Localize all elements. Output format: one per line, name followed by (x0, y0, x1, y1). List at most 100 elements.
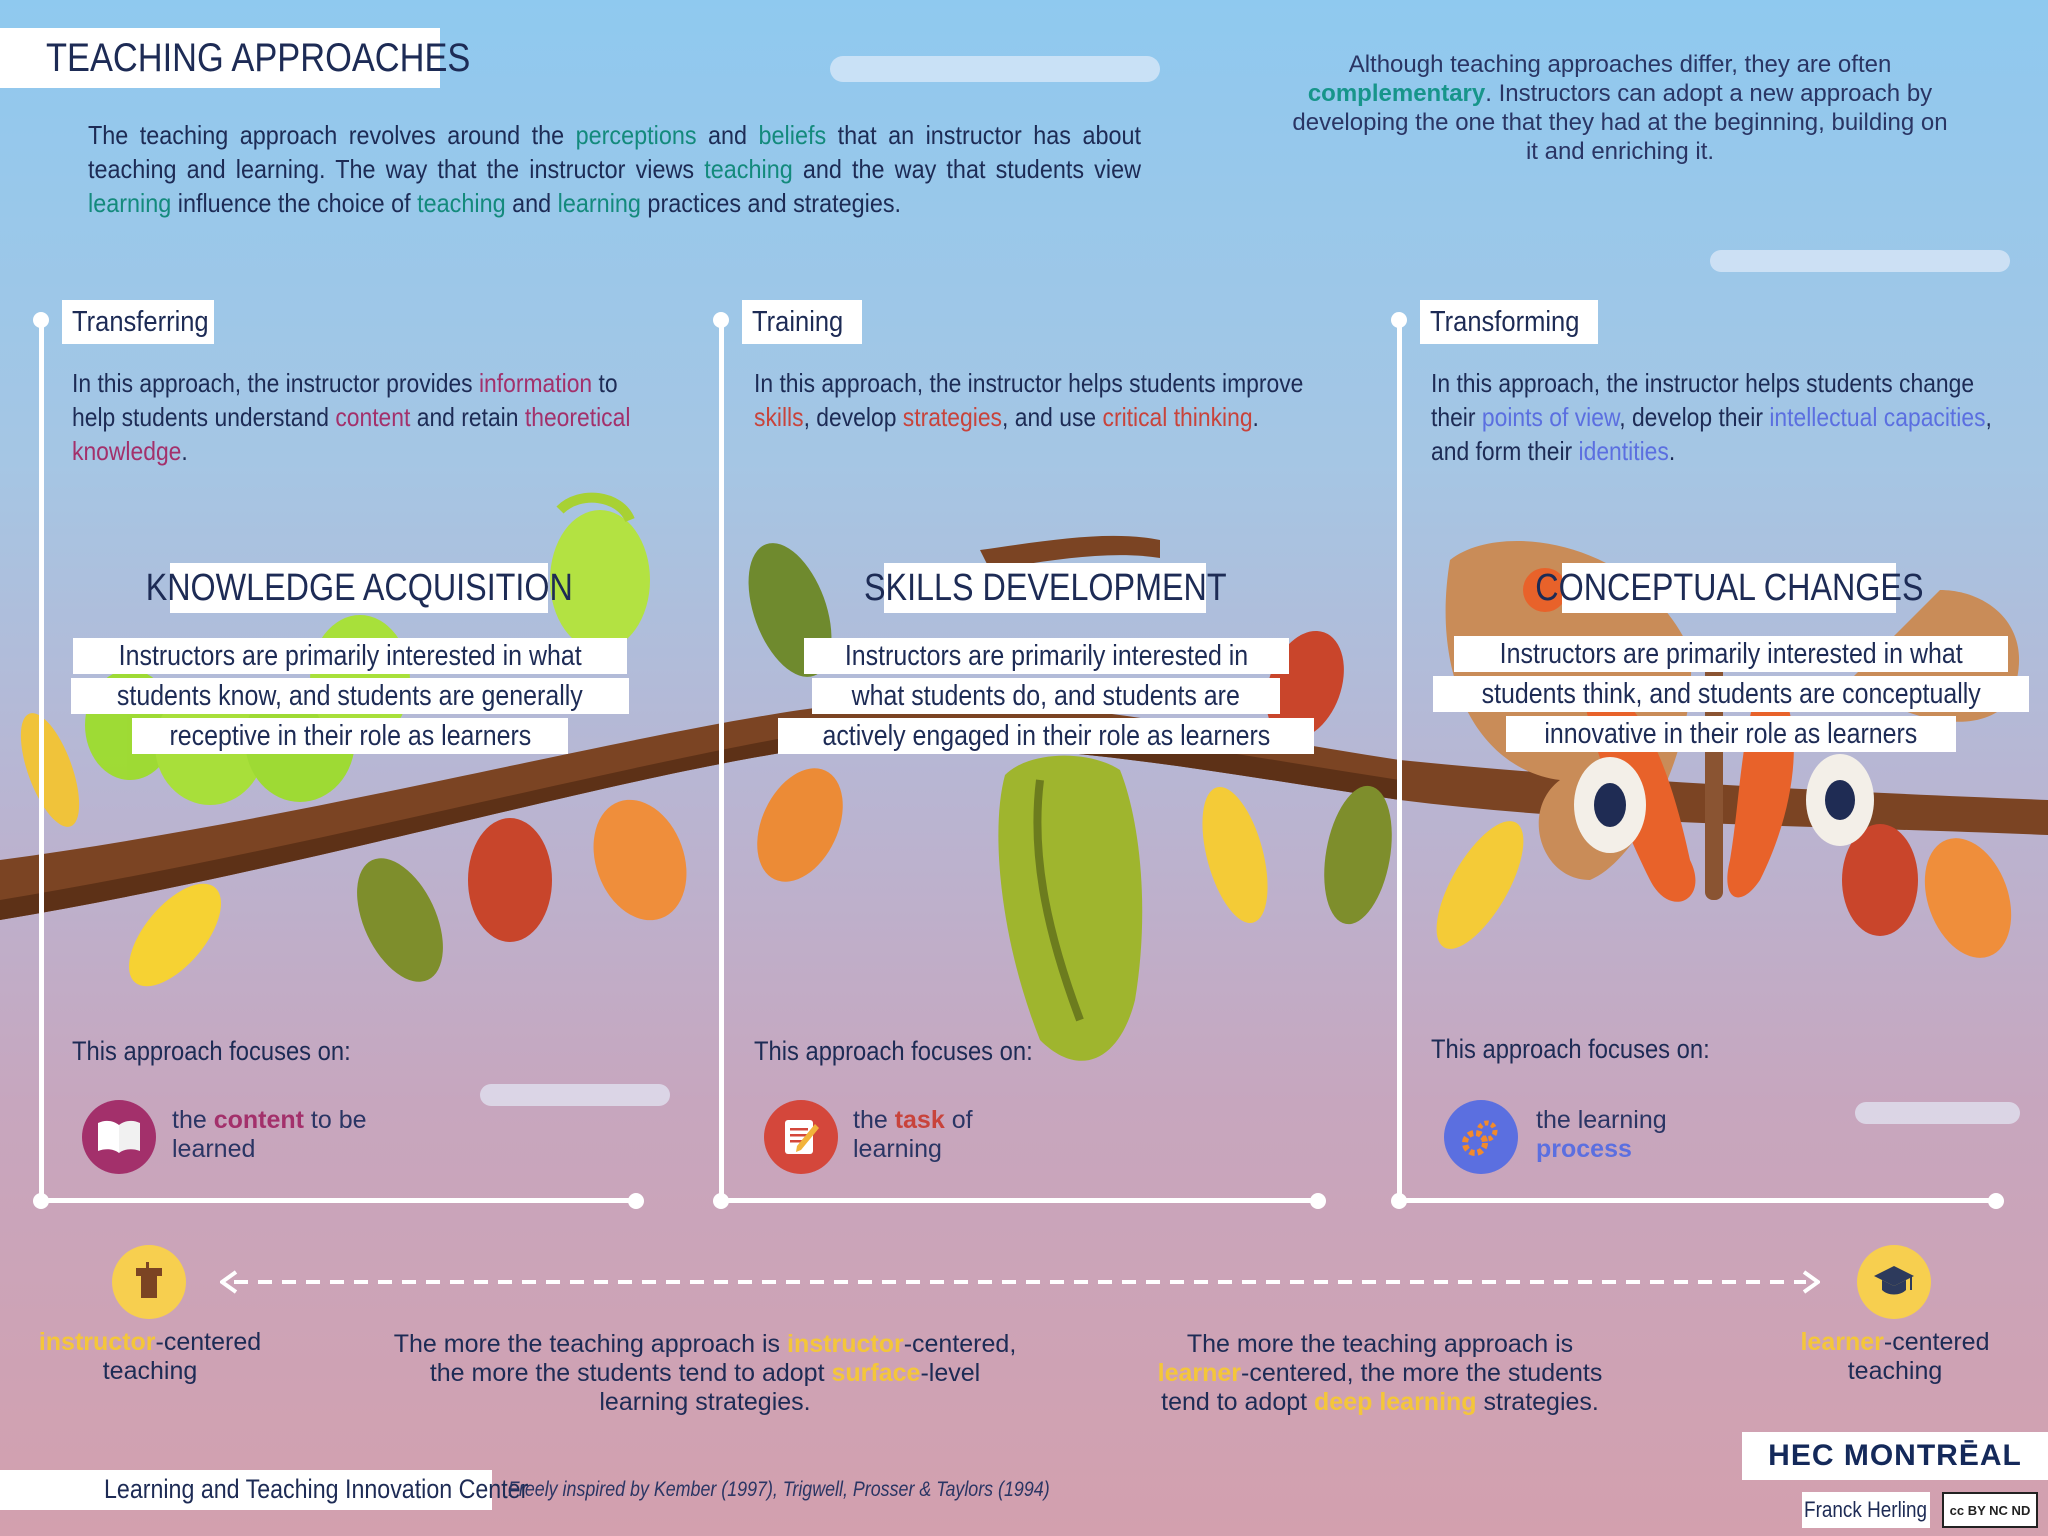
complement-bold: complementary (1307, 80, 1486, 107)
intro-segment: beliefs (758, 120, 827, 150)
desc-segment: In this approach, the instructor helps s… (1431, 368, 1975, 432)
desc-segment: strategies (902, 402, 1003, 432)
focus-text: the content to be learned (172, 1106, 367, 1163)
graduation-cap-icon (1857, 1245, 1931, 1319)
desc-segment: In this approach, the instructor provide… (72, 368, 479, 398)
desc-segment: information (478, 368, 593, 398)
approach-summary: Instructors are primarily interested in … (777, 638, 1315, 754)
frame-line (39, 320, 44, 1202)
focus-label: This approach focuses on: (754, 1036, 1033, 1066)
chrysalis (998, 755, 1143, 1061)
frame-dot (713, 312, 729, 328)
summary-line: Instructors are primarily interested in … (1453, 636, 2009, 672)
cloud (1855, 1102, 2020, 1124)
frame-line (719, 320, 724, 1202)
leaf (468, 818, 552, 942)
desc-segment: identities (1578, 436, 1669, 466)
intro-segment: The teaching approach revolves around th… (88, 120, 576, 150)
leaf (128, 883, 222, 987)
frame-dot (33, 312, 49, 328)
intro-segment: and (696, 120, 759, 150)
desc-segment: , develop (803, 402, 903, 432)
notepad-pencil-icon (764, 1100, 838, 1174)
leaf (1924, 838, 2012, 958)
frame-dot (33, 1193, 49, 1209)
intro-segment: practices and strategies. (640, 188, 902, 218)
approach-title: KNOWLEDGE ACQUISITION (145, 563, 573, 613)
desc-segment: . (1252, 402, 1259, 432)
instructor-centered-explanation: The more the teaching approach is instru… (393, 1330, 1017, 1416)
approach-summary: Instructors are primarily interested in … (1432, 636, 2030, 752)
source-credit: Freely inspired by Kember (1997), Trigwe… (508, 1478, 1050, 1501)
frame-dot (628, 1193, 644, 1209)
desc-segment: and retain (410, 402, 525, 432)
author-label: Franck Herling (1802, 1492, 1930, 1528)
summary-line: Instructors are primarily interested in (803, 638, 1289, 674)
cc-license-badge: cc BY NC ND (1942, 1492, 2038, 1528)
approach-summary: Instructors are primarily interested in … (71, 638, 629, 754)
intro-paragraph: The teaching approach revolves around th… (88, 118, 1141, 220)
summary-line: actively engaged in their role as learne… (777, 718, 1315, 754)
instructor-centered-label: instructor-centered teaching (38, 1328, 262, 1385)
frame-dot (713, 1193, 729, 1209)
open-book-icon (82, 1100, 156, 1174)
desc-segment: , develop their (1619, 402, 1770, 432)
frame-line (1397, 320, 1402, 1202)
column-description: In this approach, the instructor helps s… (1431, 366, 2007, 468)
lectern-icon (112, 1245, 186, 1319)
tag-transforming: Transforming (1420, 300, 1598, 344)
summary-line: innovative in their role as learners (1506, 716, 1956, 752)
cloud (1710, 250, 2010, 272)
summary-line: receptive in their role as learners (131, 718, 569, 754)
leaf (1842, 824, 1918, 936)
approach-title: SKILLS DEVELOPMENT (864, 563, 1226, 613)
complement-pre: Although teaching approaches differ, the… (1348, 51, 1892, 78)
approach-title: CONCEPTUAL CHANGES (1535, 563, 1923, 613)
frame-line (719, 1198, 1319, 1203)
desc-segment: critical thinking (1102, 402, 1253, 432)
complement-post: . Instructors can adopt a new approach b… (1292, 80, 1948, 165)
focus-text: the task of learning (853, 1106, 973, 1163)
frame-line (39, 1198, 637, 1203)
focus-label: This approach focuses on: (1431, 1034, 1710, 1064)
intro-segment: learning (88, 188, 172, 218)
intro-segment: teaching (704, 154, 793, 184)
desc-segment: skills (754, 402, 804, 432)
frame-dot (1391, 312, 1407, 328)
leaf (593, 799, 687, 921)
column-description: In this approach, the instructor helps s… (754, 366, 1324, 434)
desc-segment: theoretical knowledge (72, 402, 631, 466)
frame-dot (1391, 1193, 1407, 1209)
focus-text: the learning process (1536, 1106, 1667, 1163)
leaf (357, 858, 443, 982)
intro-segment: learning (557, 188, 641, 218)
intro-segment: teaching (417, 188, 506, 218)
summary-line: students know, and students are generall… (71, 678, 629, 714)
focus-label: This approach focuses on: (72, 1036, 351, 1066)
page-title: TEACHING APPROACHES (46, 36, 471, 80)
summary-line: what students do, and students are (812, 678, 1280, 714)
frame-dot (1988, 1193, 2004, 1209)
desc-segment: content (335, 402, 411, 432)
intro-segment: perceptions (575, 120, 697, 150)
gears-icon (1444, 1100, 1518, 1174)
desc-segment: intellectual capacities (1769, 402, 1986, 432)
desc-segment: , and use (1002, 402, 1103, 432)
leaf (1436, 821, 1524, 949)
spectrum-arrow (220, 1270, 1820, 1294)
learner-centered-explanation: The more the teaching approach is learne… (1157, 1330, 1603, 1416)
tag-transferring: Transferring (62, 300, 214, 344)
twig (980, 535, 1160, 570)
desc-segment: . (1668, 436, 1676, 466)
desc-segment: points of view (1481, 402, 1620, 432)
intro-segment: influence the choice of (171, 188, 418, 218)
desc-segment: . (181, 436, 188, 466)
cloud (480, 1084, 670, 1106)
hec-logo: HEC MONTRĒAL (1742, 1432, 2048, 1480)
title-box: TEACHING APPROACHES (0, 28, 470, 88)
footer-center-box: Learning and Teaching Innovation Center (0, 1470, 528, 1510)
summary-line: Instructors are primarily interested in … (72, 638, 628, 674)
complementary-note: Although teaching approaches differ, the… (1290, 50, 1950, 166)
leaf (20, 713, 80, 827)
cloud (830, 56, 1160, 82)
